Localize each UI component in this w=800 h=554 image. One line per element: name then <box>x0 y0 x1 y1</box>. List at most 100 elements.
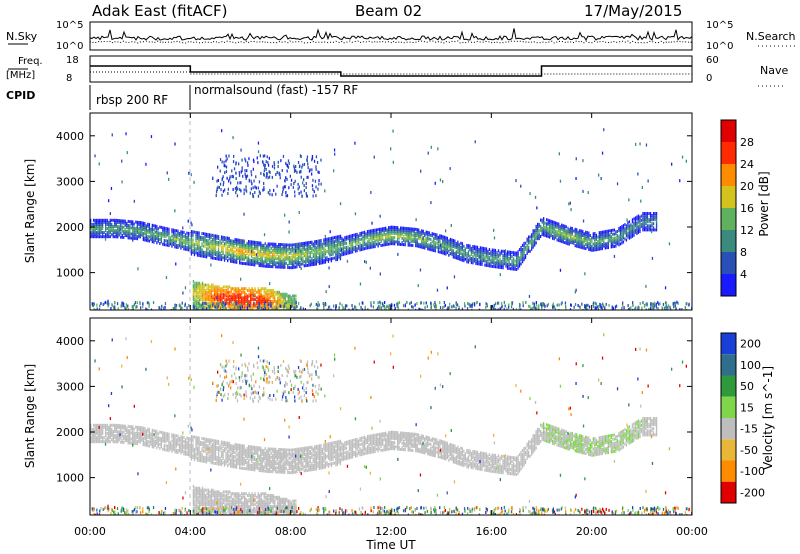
power-cell <box>210 301 213 305</box>
power-cell <box>257 141 260 145</box>
power-cell <box>130 220 132 224</box>
power-cell <box>410 235 412 239</box>
power-cell <box>279 243 281 246</box>
power-cell <box>493 261 495 264</box>
power-cell <box>558 303 560 307</box>
power-cell <box>329 237 331 240</box>
power-cell <box>314 240 316 244</box>
power-cell <box>329 245 331 249</box>
power-cell <box>237 246 239 250</box>
power-cell <box>476 258 479 262</box>
velocity-cell <box>111 434 113 438</box>
power-cell <box>413 231 415 235</box>
power-cell <box>374 241 376 244</box>
power-cell <box>491 304 494 308</box>
power-cell <box>603 244 605 248</box>
power-cell <box>433 238 435 242</box>
power-cell <box>138 227 140 231</box>
power-cell <box>124 234 126 237</box>
power-cell <box>227 246 229 250</box>
power-cell <box>150 233 152 237</box>
power-cell <box>500 251 503 255</box>
power-cell <box>535 224 537 228</box>
power-cell <box>194 296 196 300</box>
velocity-cell <box>108 440 110 444</box>
power-cell <box>537 229 539 232</box>
power-cell <box>655 305 658 309</box>
power-cell <box>410 239 412 243</box>
power-cell <box>248 254 250 258</box>
power-cell <box>278 294 280 298</box>
power-cell <box>211 256 214 260</box>
power-cell <box>263 290 265 294</box>
power-cell <box>565 239 567 243</box>
power-cell <box>363 241 366 244</box>
power-cell <box>309 168 311 172</box>
power-cell <box>266 174 268 177</box>
power-cell <box>305 186 307 190</box>
power-cell <box>651 224 653 228</box>
power-cell <box>289 300 291 303</box>
power-cell <box>583 246 585 250</box>
power-cell <box>131 305 133 309</box>
power-cell <box>284 298 286 302</box>
power-cell <box>481 261 483 264</box>
power-cell <box>577 241 579 244</box>
power-cell <box>612 241 614 245</box>
power-cell <box>440 249 442 252</box>
power-cell <box>118 225 120 229</box>
power-cell <box>664 286 667 290</box>
power-cell <box>460 245 462 249</box>
power-cell <box>260 258 262 261</box>
power-cell <box>561 235 563 239</box>
power-cell <box>213 246 215 250</box>
power-cell <box>594 236 596 240</box>
power-cell <box>242 249 244 253</box>
power-cell <box>553 235 555 239</box>
power-cell <box>329 257 331 261</box>
power-cell <box>564 226 566 230</box>
power-cell <box>544 221 546 225</box>
power-cell <box>472 249 474 253</box>
power-cell <box>163 241 165 244</box>
power-cell <box>573 237 575 241</box>
power-cell <box>142 221 144 225</box>
power-cell <box>657 301 659 305</box>
velocity-cell <box>112 430 114 433</box>
power-cell <box>598 233 600 237</box>
power-cell <box>667 304 670 308</box>
power-cell <box>336 253 339 257</box>
power-cell <box>347 235 349 239</box>
power-cell <box>119 228 121 232</box>
power-cell <box>272 244 274 248</box>
power-cell <box>549 235 551 239</box>
power-cell <box>606 244 608 248</box>
power-cell <box>496 263 498 267</box>
power-cell <box>260 294 262 298</box>
power-cell <box>153 224 155 228</box>
power-cell <box>257 161 259 165</box>
power-cell <box>151 236 153 240</box>
power-cell <box>302 252 304 256</box>
power-cell <box>222 175 224 179</box>
power-cell <box>172 238 175 242</box>
power-cell <box>442 241 444 245</box>
power-cell <box>281 305 283 309</box>
power-cell <box>247 163 249 167</box>
power-cell <box>646 226 649 230</box>
power-cell <box>201 290 204 294</box>
power-cell <box>504 249 507 253</box>
power-cell <box>437 250 439 254</box>
power-cell <box>582 231 584 235</box>
power-cell <box>393 303 396 307</box>
power-cell <box>397 234 399 238</box>
power-cell <box>409 231 411 235</box>
power-cell <box>326 250 328 253</box>
power-cell <box>345 248 348 251</box>
power-cell <box>418 307 420 310</box>
power-cell <box>517 264 519 268</box>
power-cell <box>494 257 497 261</box>
power-cell <box>425 242 427 246</box>
power-cell <box>552 230 554 234</box>
power-cell <box>383 243 385 247</box>
